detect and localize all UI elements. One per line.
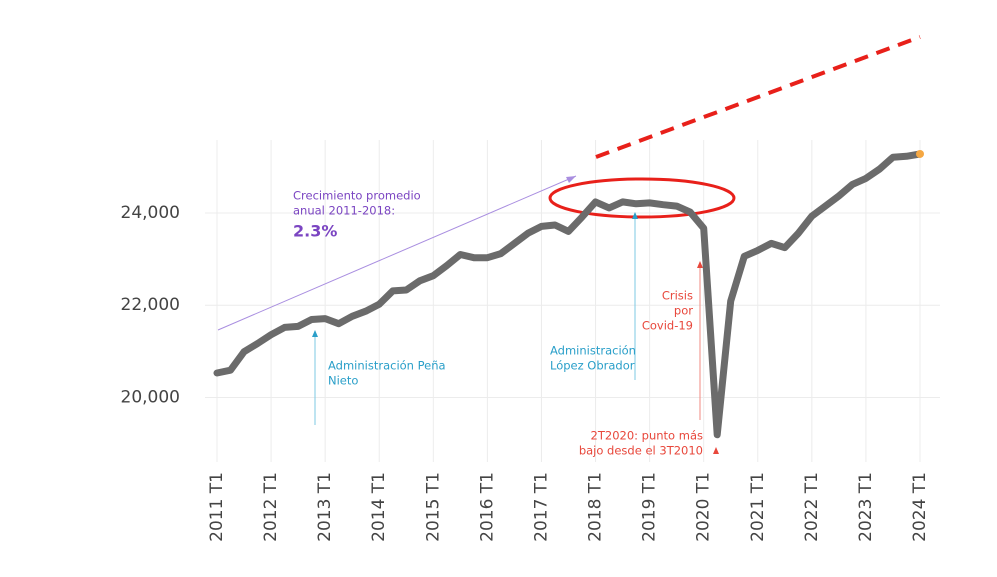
annotations: Crecimiento promedio anual 2011-2018: 2.…: [217, 35, 921, 458]
arrow-head: [566, 176, 576, 183]
annotation-value: 2.3%: [293, 222, 337, 241]
x-tick-label: 2016 T1: [477, 472, 497, 542]
x-tick-label: 2018 T1: [586, 472, 606, 542]
x-tick-label: 2011 T1: [207, 472, 227, 542]
annotation: Administración Peña: [328, 359, 446, 373]
annotation: López Obrador: [550, 359, 635, 373]
x-tick-label: 2017 T1: [531, 472, 551, 542]
x-tick-label: 2014 T1: [369, 472, 389, 542]
grid: [205, 140, 940, 462]
y-tick-label: 22,000: [121, 295, 180, 315]
trend-arrow: [217, 175, 577, 331]
annotation: anual 2011-2018:: [293, 204, 395, 218]
y-tick-label: 20,000: [121, 387, 180, 407]
x-tick-label: 2020 T1: [694, 472, 714, 542]
arrow-head: [312, 330, 318, 337]
x-tick-label: 2022 T1: [802, 472, 822, 542]
y-tick-label: 24,000: [121, 203, 180, 223]
x-tick-label: 2021 T1: [748, 472, 768, 542]
x-tick-label: 2019 T1: [640, 472, 660, 542]
annotation: 2T2020: punto más: [591, 429, 703, 443]
arrow-head: [713, 447, 719, 454]
x-tick-label: 2015 T1: [423, 472, 443, 542]
annotation: bajo desde el 3T2010: [579, 444, 703, 458]
line: [213, 150, 924, 439]
x-tick-label: 2012 T1: [261, 472, 281, 542]
projection-line: [595, 35, 921, 159]
arrow-head: [697, 261, 703, 268]
annotation: Administración: [550, 344, 636, 358]
annotation: Covid-19: [642, 319, 693, 333]
x-tick-label: 2024 T1: [910, 472, 930, 542]
arrow-head: [632, 212, 638, 219]
annotation: Crecimiento promedio: [293, 189, 421, 203]
x-tick-label: 2023 T1: [856, 472, 876, 542]
annotation: Nieto: [328, 374, 358, 388]
x-tick-label: 2013 T1: [315, 472, 335, 542]
highlight-ellipse: [548, 177, 736, 219]
annotation: por: [674, 304, 693, 318]
end-point: [916, 149, 924, 158]
annotation: Crisis: [662, 289, 693, 303]
